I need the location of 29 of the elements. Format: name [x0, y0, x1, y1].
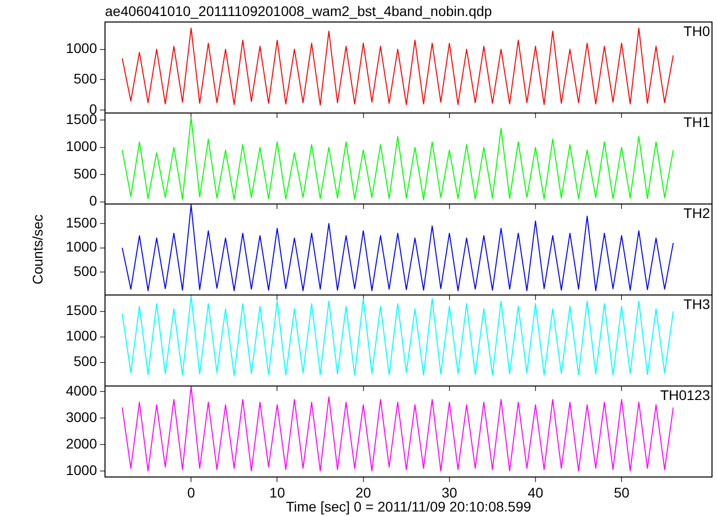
y-tick-label: 500 [74, 262, 98, 279]
series-label: TH3 [684, 296, 710, 312]
chart-title: ae406041010_20111109201008_wam2_bst_4band_nobin.qdp [105, 3, 492, 19]
x-tick-label: 50 [614, 484, 630, 500]
x-tick-label: 0 [187, 484, 196, 500]
x-tick-label: 30 [442, 484, 458, 500]
y-tick-label: 500 [74, 70, 98, 86]
y-tick-label: 2000 [66, 435, 98, 452]
y-tick-label: 4000 [66, 382, 98, 398]
y-tick-label: 1500 [66, 214, 98, 230]
y-tick-label: 3000 [66, 408, 98, 425]
y-tick-label: 1000 [66, 138, 98, 154]
y-tick-label: 1000 [66, 238, 98, 255]
x-tick-label: 40 [528, 484, 544, 500]
series-label: TH2 [684, 204, 710, 221]
y-tick-label: 500 [74, 353, 98, 370]
x-axis-title: Time [sec] 0 = 2011/11/09 20:10:08.599 [286, 498, 532, 514]
series-label: TH1 [684, 114, 710, 130]
x-tick-label: 10 [269, 484, 286, 500]
y-tick-label: 1000 [66, 40, 98, 56]
series-label: TH0 [684, 22, 710, 39]
series-label: TH0123 [660, 386, 710, 403]
y-tick-label: 1000 [66, 328, 98, 344]
y-tick-label: 500 [74, 165, 98, 182]
x-tick-label: 20 [356, 484, 372, 500]
y-tick-label: 0 [89, 192, 98, 209]
y-tick-label: 1000 [66, 462, 98, 478]
y-tick-label: 1500 [66, 302, 98, 318]
y-axis-title: Counts/sec [29, 214, 46, 285]
